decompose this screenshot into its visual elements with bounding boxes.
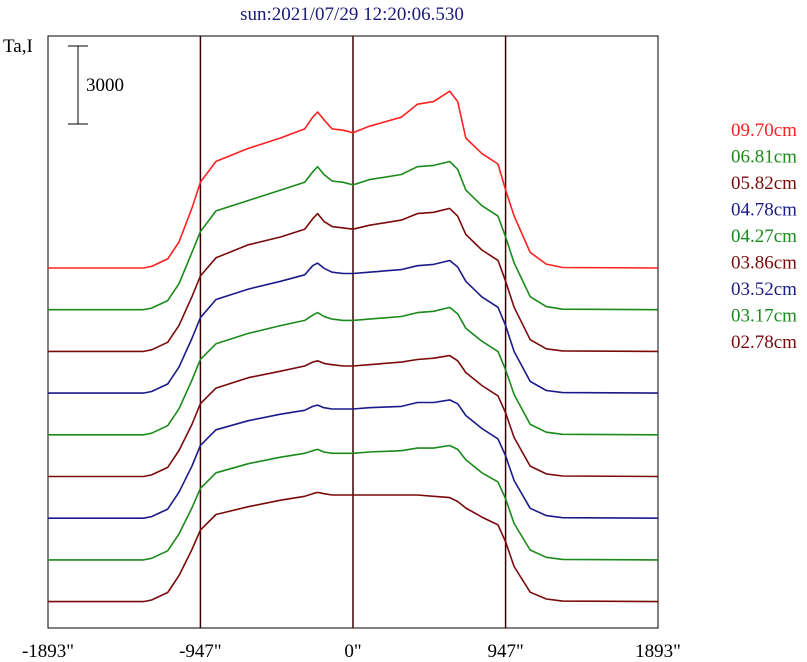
legend: 09.70cm 06.81cm 05.82cm 04.78cm 04.27cm 03.86… bbox=[731, 120, 797, 353]
series-line-05-82cm bbox=[48, 207, 659, 353]
legend-entry-03-86cm: 03.86cm bbox=[731, 253, 797, 274]
legend-entry-05-82cm: 05.82cm bbox=[731, 173, 797, 194]
series-line-04-27cm bbox=[48, 306, 659, 436]
series-line-09-70cm bbox=[48, 90, 659, 269]
scale-bar-label: 3000 bbox=[86, 75, 124, 96]
legend-entry-03-17cm: 03.17cm bbox=[731, 306, 797, 327]
series-line-06-81cm bbox=[48, 160, 659, 311]
x-tick-label-2: 0" bbox=[344, 641, 361, 662]
x-tick-label-1: -947" bbox=[179, 641, 222, 662]
legend-entry-02-78cm: 02.78cm bbox=[731, 332, 797, 353]
legend-entry-04-78cm: 04.78cm bbox=[731, 200, 797, 221]
x-tick-label-3: 947" bbox=[487, 641, 523, 662]
vertical-reference-lines bbox=[199, 36, 507, 628]
series-line-02-78cm bbox=[48, 491, 659, 603]
legend-entry-06-81cm: 06.81cm bbox=[731, 147, 797, 168]
y-axis-label: Ta,I bbox=[3, 36, 33, 57]
legend-entry-09-70cm: 09.70cm bbox=[731, 120, 797, 141]
x-tick-label-0: -1893" bbox=[22, 641, 74, 662]
series-line-03-86cm bbox=[48, 354, 659, 478]
legend-entry-04-27cm: 04.27cm bbox=[731, 226, 797, 247]
series-line-04-78cm bbox=[48, 259, 659, 394]
series-line-03-52cm bbox=[48, 399, 659, 520]
x-tick-labels: -1893" -947" 0" 947" 1893" bbox=[22, 641, 681, 662]
series-line-03-17cm bbox=[48, 444, 659, 561]
scale-bar: 3000 bbox=[68, 45, 124, 125]
legend-entry-03-52cm: 03.52cm bbox=[731, 279, 797, 300]
x-tick-label-4: 1893" bbox=[635, 641, 681, 662]
chart-title: sun:2021/07/29 12:20:06.530 bbox=[240, 4, 464, 25]
series-lines bbox=[48, 90, 659, 603]
